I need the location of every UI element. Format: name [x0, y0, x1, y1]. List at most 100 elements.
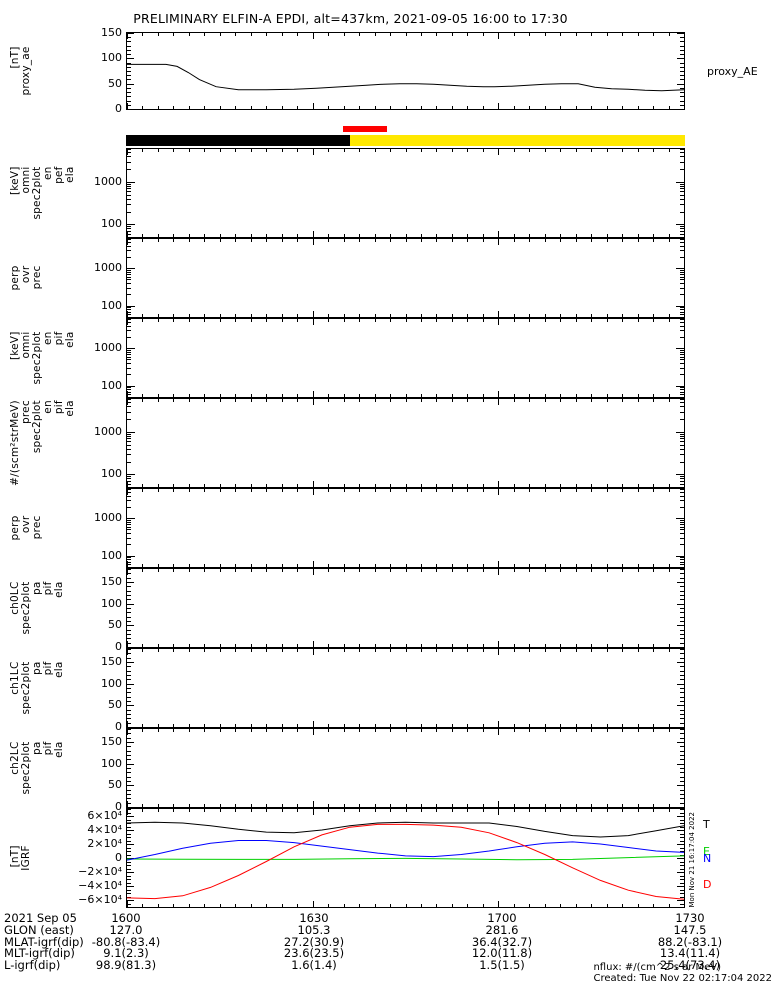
axis-tick — [420, 809, 422, 812]
axis-tick — [127, 781, 131, 782]
panel-ela-pif-pa-ch1lc — [126, 648, 685, 728]
axis-tick — [188, 804, 190, 807]
axis-tick — [204, 564, 206, 567]
axis-tick — [127, 701, 131, 702]
axis-title-word: ch0LC — [9, 581, 21, 615]
axis-tick — [680, 152, 684, 154]
igrf-legend-E: E — [703, 845, 710, 858]
axis-tick — [297, 149, 299, 152]
axis-tick — [235, 149, 237, 152]
axis-title-word: perp — [9, 515, 21, 541]
axis-tick — [281, 106, 283, 109]
axis-tick — [359, 724, 361, 727]
axis-title-word: pef — [53, 166, 65, 184]
axis-tick — [680, 722, 684, 724]
axis-tick — [653, 729, 655, 732]
axis-tick — [127, 768, 131, 769]
axis-title-word: spec2plot — [20, 741, 32, 795]
axis-tick — [560, 904, 562, 907]
axis-tick — [606, 489, 608, 492]
axis-tick — [482, 33, 484, 36]
axis-tick — [127, 181, 135, 183]
axis-tick — [359, 809, 361, 812]
footer-row-label: MLT-igrf(dip) — [4, 946, 75, 961]
axis-tick — [680, 657, 684, 659]
axis-tick — [157, 564, 159, 567]
axis-tick — [684, 801, 685, 807]
axis-tick — [544, 564, 546, 567]
axis-tick — [436, 234, 438, 237]
axis-tick — [420, 729, 422, 732]
axis-tick — [219, 644, 221, 647]
axis-tick — [127, 727, 131, 728]
axis-tick — [680, 204, 684, 206]
axis-tick — [606, 649, 608, 652]
axis-tick — [680, 161, 684, 163]
axis-tick — [575, 804, 577, 807]
axis-title-word: [keV] — [9, 166, 21, 196]
axis-tick — [157, 399, 159, 402]
axis-tick — [157, 649, 159, 652]
axis-tick — [684, 641, 685, 647]
axis-tick — [591, 149, 593, 152]
axis-tick — [266, 569, 268, 572]
axis-tick — [680, 729, 684, 730]
axis-tick — [680, 480, 684, 482]
footer-cell: 105.3 — [297, 922, 331, 937]
axis-tick — [390, 319, 392, 322]
footer-cell: 98.9(81.3) — [95, 958, 157, 973]
axis-tick — [591, 569, 593, 572]
axis-tick — [343, 394, 345, 397]
axis-tick — [235, 399, 237, 402]
page-title: PRELIMINARY ELFIN-A EPDI, alt=437km, 202… — [0, 11, 775, 26]
axis-tick — [513, 33, 515, 36]
axis-title-word: ch1LC — [9, 661, 21, 695]
axis-tick — [188, 234, 190, 237]
axis-tick — [653, 489, 655, 492]
axis-tick — [297, 33, 299, 36]
axis-tick — [653, 649, 655, 652]
y-tick-label: 0 — [115, 800, 122, 813]
axis-tick — [544, 399, 546, 402]
axis-tick — [142, 399, 144, 402]
axis-tick — [680, 854, 684, 856]
axis-title-word: ela — [53, 661, 65, 678]
axis-tick — [575, 399, 577, 402]
axis-tick — [250, 314, 252, 317]
axis-tick — [328, 804, 330, 807]
axis-tick — [127, 882, 131, 884]
axis-tick — [622, 804, 624, 807]
axis-tick — [188, 149, 190, 152]
axis-tick — [374, 564, 376, 567]
panel-ela-pif-en-prec — [126, 398, 685, 488]
axis-tick — [498, 481, 500, 487]
axis-tick — [680, 474, 684, 476]
axis-tick — [684, 103, 685, 109]
axis-tick — [235, 569, 237, 572]
axis-tick — [560, 804, 562, 807]
axis-tick — [575, 319, 577, 322]
axis-tick — [127, 647, 131, 648]
axis-tick — [374, 239, 376, 242]
axis-tick — [668, 809, 670, 812]
axis-tick — [127, 294, 131, 296]
axis-tick — [127, 480, 131, 482]
axis-tick — [250, 399, 252, 402]
axis-tick — [127, 87, 131, 89]
axis-tick — [680, 823, 684, 824]
axis-tick — [343, 319, 345, 322]
axis-tick — [127, 245, 131, 247]
axis-tick — [127, 776, 131, 778]
axis-tick — [328, 314, 330, 317]
y-tick-label: 100 — [101, 756, 122, 770]
axis-tick — [142, 106, 144, 109]
axis-tick — [680, 349, 684, 351]
axis-tick — [637, 314, 639, 317]
axis-tick — [467, 569, 469, 572]
axis-tick — [684, 231, 685, 237]
axis-tick — [142, 809, 144, 812]
axis-tick — [312, 901, 314, 907]
axis-tick — [680, 616, 684, 618]
axis-tick — [680, 228, 684, 230]
axis-tick — [668, 399, 670, 402]
